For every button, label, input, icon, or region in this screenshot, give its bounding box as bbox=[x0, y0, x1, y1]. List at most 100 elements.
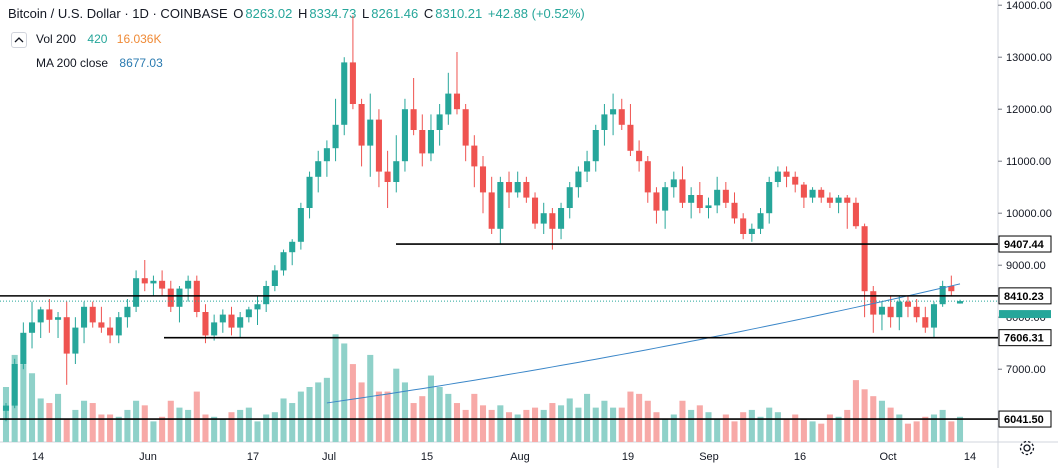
volume-bar bbox=[514, 414, 521, 442]
candle-body bbox=[37, 309, 44, 323]
volume-bar bbox=[46, 403, 53, 442]
candle-body bbox=[271, 270, 278, 286]
candle-body bbox=[341, 62, 348, 125]
candle-body bbox=[297, 208, 304, 242]
volume-bar bbox=[150, 421, 157, 442]
volume-bar bbox=[289, 403, 296, 442]
candle-body bbox=[653, 192, 660, 211]
y-tick-label: 11000.00 bbox=[1006, 156, 1051, 168]
candle-body bbox=[514, 182, 521, 193]
level-price-label: 6041.50 bbox=[1004, 414, 1044, 426]
volume-bar bbox=[63, 419, 70, 442]
volume-bar bbox=[540, 409, 547, 442]
candle-body bbox=[445, 93, 452, 115]
volume-bar bbox=[349, 364, 356, 442]
candle-body bbox=[11, 364, 18, 406]
candle-body bbox=[237, 317, 244, 328]
y-tick-label: 12000.00 bbox=[1006, 104, 1052, 116]
collapse-toggle[interactable] bbox=[11, 32, 27, 48]
candle-body bbox=[792, 176, 799, 185]
volume-bar bbox=[367, 354, 374, 442]
candle-body bbox=[479, 166, 487, 193]
volume-bar bbox=[167, 400, 174, 442]
candle-body bbox=[948, 286, 955, 292]
volume-bar bbox=[159, 416, 166, 442]
volume-bar bbox=[592, 407, 599, 442]
volume-bar bbox=[618, 407, 625, 442]
volume-bar bbox=[37, 398, 44, 442]
candle-body bbox=[930, 304, 938, 328]
candle-body bbox=[956, 301, 964, 304]
close-value: 8310.21 bbox=[435, 6, 483, 21]
settings-button[interactable] bbox=[1018, 439, 1036, 462]
symbol-title: Bitcoin / U.S. Dollar · 1D · COINBASE bbox=[8, 6, 228, 21]
volume-bar bbox=[245, 407, 252, 442]
candle-body bbox=[306, 176, 313, 208]
volume-bar bbox=[818, 423, 825, 442]
volume-bar bbox=[332, 334, 339, 442]
volume-bar bbox=[410, 403, 417, 442]
volume-bar bbox=[792, 414, 799, 442]
volume-bar bbox=[852, 380, 859, 442]
candle-body bbox=[427, 130, 434, 154]
candle-body bbox=[124, 306, 131, 318]
candle-body bbox=[748, 228, 755, 234]
candle-body bbox=[419, 130, 426, 154]
x-tick-label: 19 bbox=[622, 451, 634, 463]
volume-bar bbox=[505, 412, 513, 442]
candle-body bbox=[705, 205, 712, 208]
volume-bar bbox=[445, 393, 452, 442]
high-label: H bbox=[298, 6, 308, 21]
volume-bar bbox=[722, 414, 729, 442]
ma-label: MA 200 close bbox=[36, 56, 109, 70]
volume-bar bbox=[878, 400, 885, 442]
y-tick-label: 7000.00 bbox=[1006, 364, 1046, 376]
volume-bar bbox=[141, 405, 148, 442]
x-tick-label: Sep bbox=[699, 451, 719, 463]
candle-body bbox=[202, 312, 209, 336]
candle-body bbox=[610, 109, 617, 115]
volume-bar bbox=[115, 416, 122, 442]
volume-label: Vol 200 bbox=[36, 32, 77, 46]
y-tick-label: 9000.00 bbox=[1006, 260, 1046, 272]
candle-body bbox=[167, 288, 174, 307]
x-tick-label: Aug bbox=[510, 451, 530, 463]
volume-bar bbox=[185, 409, 192, 442]
x-tick-label: 16 bbox=[794, 451, 806, 463]
candle-body bbox=[2, 405, 10, 411]
volume-bar bbox=[601, 400, 608, 442]
candle-body bbox=[72, 327, 79, 354]
candle-body bbox=[89, 306, 96, 323]
candle-body bbox=[523, 182, 530, 198]
candle-body bbox=[332, 124, 339, 149]
volume-bar bbox=[254, 421, 261, 442]
candle-body bbox=[115, 317, 122, 336]
candle-body bbox=[20, 332, 27, 364]
gear-icon bbox=[1019, 440, 1035, 456]
candle-body bbox=[922, 317, 929, 328]
volume-bar bbox=[401, 382, 408, 442]
volume-bar bbox=[176, 407, 183, 442]
candle-body bbox=[63, 317, 70, 354]
candle-body bbox=[245, 309, 252, 318]
volume-bar bbox=[55, 393, 62, 442]
volume-bar bbox=[930, 414, 938, 442]
candle-body bbox=[462, 109, 469, 146]
candle-body bbox=[904, 301, 911, 307]
ma-200-line bbox=[326, 283, 961, 404]
candle-body bbox=[150, 280, 157, 284]
volume-bar bbox=[887, 407, 894, 442]
volume-bar bbox=[922, 416, 929, 442]
volume-bar bbox=[384, 391, 391, 442]
candle-body bbox=[722, 189, 729, 203]
candle-body bbox=[211, 322, 218, 336]
volume-bar bbox=[644, 400, 651, 442]
candle-body bbox=[453, 93, 461, 110]
volume-bar bbox=[679, 400, 686, 442]
candle-body bbox=[566, 187, 573, 208]
candle-body bbox=[896, 301, 903, 318]
candle-body bbox=[81, 306, 88, 328]
candle-body bbox=[601, 114, 608, 130]
